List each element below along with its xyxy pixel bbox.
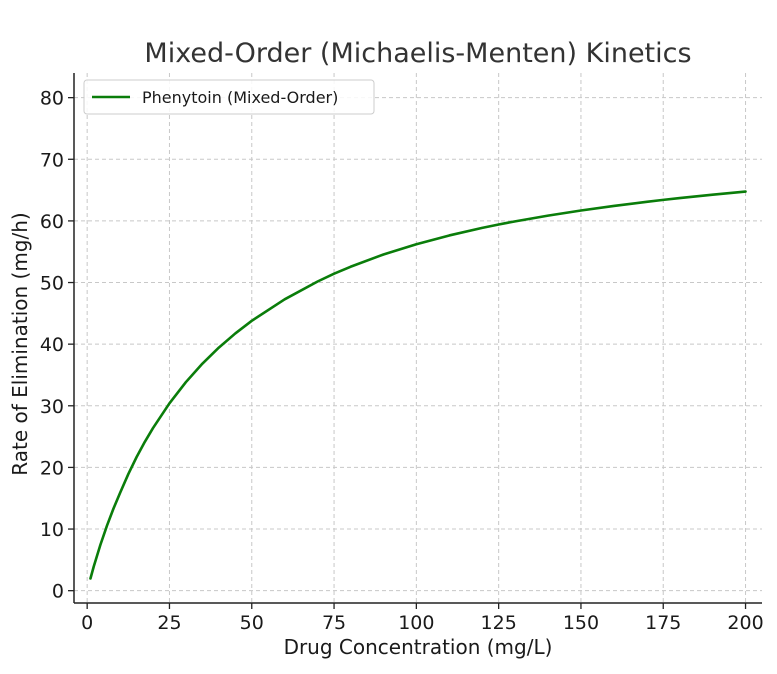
legend-label: Phenytoin (Mixed-Order) bbox=[142, 88, 338, 107]
x-tick-label: 75 bbox=[322, 612, 346, 634]
y-tick-label: 0 bbox=[52, 581, 64, 603]
legend-box bbox=[83, 79, 375, 115]
legend: Phenytoin (Mixed-Order) bbox=[83, 79, 375, 115]
y-tick-label: 80 bbox=[40, 88, 64, 110]
x-tick-label: 0 bbox=[81, 612, 93, 634]
plot-area bbox=[89, 190, 747, 580]
grid bbox=[74, 73, 762, 603]
y-tick-label: 50 bbox=[40, 273, 64, 295]
y-tick-label: 60 bbox=[40, 211, 64, 233]
ticks: 0 25 50 75 100 125 150 175 200 0 10 20 30 40 50 60 70 80 bbox=[40, 88, 764, 634]
y-tick-label: 30 bbox=[40, 396, 64, 418]
y-tick-label: 20 bbox=[40, 457, 64, 479]
x-tick-label: 200 bbox=[727, 612, 763, 634]
y-tick-label: 70 bbox=[40, 149, 64, 171]
chart-title: Mixed-Order (Michaelis-Menten) Kinetics bbox=[144, 38, 691, 69]
y-tick-label: 10 bbox=[40, 519, 64, 541]
x-axis-label: Drug Concentration (mg/L) bbox=[284, 635, 553, 659]
x-tick-label: 50 bbox=[240, 612, 264, 634]
x-tick-label: 100 bbox=[398, 612, 434, 634]
y-tick-label: 40 bbox=[40, 334, 64, 356]
series-line bbox=[89, 190, 747, 580]
x-tick-label: 150 bbox=[563, 612, 599, 634]
x-tick-label: 125 bbox=[481, 612, 517, 634]
y-axis-label: Rate of Elimination (mg/h) bbox=[8, 212, 32, 475]
axes bbox=[73, 73, 762, 604]
x-tick-label: 25 bbox=[157, 612, 181, 634]
x-tick-label: 175 bbox=[645, 612, 681, 634]
